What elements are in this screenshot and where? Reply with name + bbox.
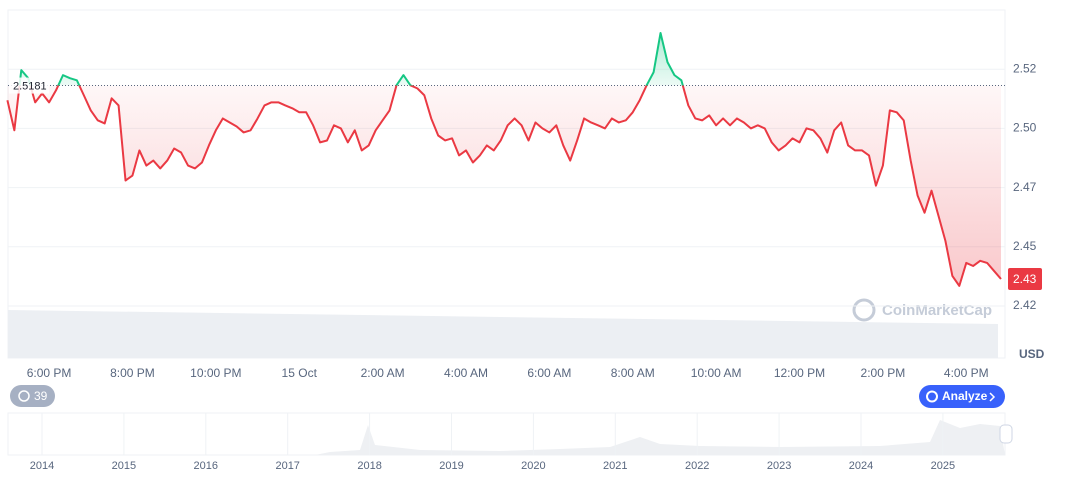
- x-tick-label: 4:00 AM: [444, 366, 488, 380]
- baseline-label: 2.5181: [13, 80, 47, 92]
- navigator-year: 2018: [357, 460, 381, 472]
- baseline-label-bg: [9, 77, 49, 94]
- navigator-year: 2014: [30, 460, 54, 472]
- x-tick-label: 10:00 AM: [691, 366, 742, 380]
- navigator-year: 2023: [767, 460, 791, 472]
- y-tick-label: 2.45: [1013, 239, 1037, 253]
- navigator-year: 2020: [521, 460, 545, 472]
- analyze-bg[interactable]: [919, 385, 1005, 408]
- badge-icon: [18, 390, 30, 402]
- x-tick-label: 10:00 PM: [190, 366, 241, 380]
- watermark: CoinMarketCap: [852, 298, 992, 322]
- last-price-label: 2.43: [1013, 272, 1037, 286]
- x-tick-label: 2:00 AM: [361, 366, 405, 380]
- analyze-icon: [926, 390, 938, 403]
- navigator-year: 2022: [685, 460, 709, 472]
- navigator-year: 2017: [275, 460, 299, 472]
- analyze-chevron: [989, 392, 996, 402]
- y-tick-label: 2.47: [1013, 180, 1037, 194]
- x-tick-label: 8:00 AM: [611, 366, 655, 380]
- navigator-year: 2021: [603, 460, 627, 472]
- x-tick-label: 6:00 PM: [27, 366, 72, 380]
- x-tick-label: 15 Oct: [282, 366, 318, 380]
- x-tick-label: 6:00 AM: [527, 366, 571, 380]
- y-tick-label: 2.42: [1013, 298, 1037, 312]
- x-tick-label: 2:00 PM: [861, 366, 906, 380]
- last-price-bg: [1008, 268, 1042, 291]
- watermark-text: CoinMarketCap: [882, 302, 992, 319]
- badge-text: 39: [34, 389, 48, 403]
- watermark-logo: [852, 298, 876, 322]
- area-fill: [7, 32, 1001, 286]
- x-tick-label: 12:00 PM: [774, 366, 825, 380]
- navigator: 2014 2015 2016 2017 2018 2019 2020 2021 2022 2023…: [7, 412, 1013, 472]
- navigator-area: [315, 420, 1005, 455]
- analyze-text[interactable]: Analyze: [942, 389, 988, 403]
- x-tick-label: 8:00 PM: [110, 366, 155, 380]
- x-tick-label: 4:00 PM: [944, 366, 989, 380]
- y-tick-label: 2.50: [1013, 121, 1037, 135]
- badge-bg[interactable]: [10, 385, 55, 407]
- navigator-year: 2025: [931, 460, 955, 472]
- navigator-year: 2016: [194, 460, 218, 472]
- navigator-year: 2019: [439, 460, 463, 472]
- range-badge[interactable]: 39: [10, 385, 55, 407]
- navigator-handle[interactable]: [999, 424, 1013, 444]
- y-axis-label: USD: [1019, 347, 1045, 361]
- navigator-year: 2024: [849, 460, 873, 472]
- navigator-year: 2015: [112, 460, 136, 472]
- price-line: [6, 31, 1002, 287]
- volume-band: [8, 310, 998, 358]
- y-tick-label: 2.52: [1013, 61, 1037, 75]
- analyze-button[interactable]: Analyze: [919, 385, 1005, 408]
